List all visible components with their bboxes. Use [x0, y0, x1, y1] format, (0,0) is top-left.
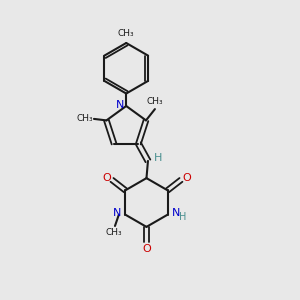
Text: H: H [179, 212, 187, 222]
Text: O: O [182, 173, 191, 183]
Text: N: N [116, 100, 124, 110]
Text: O: O [142, 244, 151, 254]
Text: O: O [102, 173, 111, 183]
Text: N: N [113, 208, 121, 218]
Text: CH₃: CH₃ [118, 29, 134, 38]
Text: CH₃: CH₃ [147, 97, 163, 106]
Text: H: H [154, 153, 163, 163]
Text: CH₃: CH₃ [105, 228, 122, 237]
Text: N: N [172, 208, 180, 218]
Text: CH₃: CH₃ [77, 114, 93, 123]
